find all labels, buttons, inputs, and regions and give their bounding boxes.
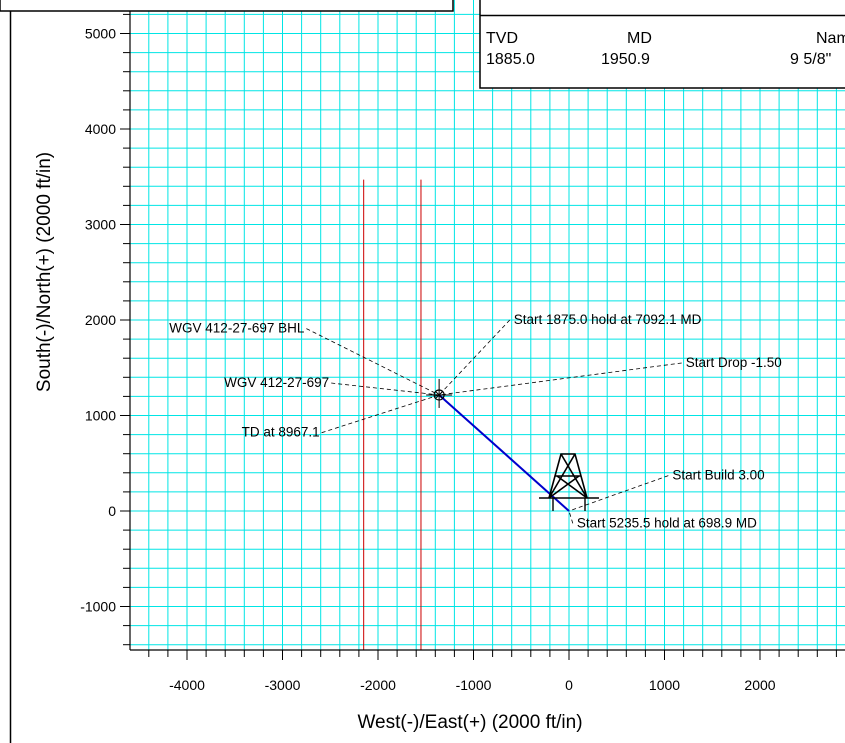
x-tick-label: 1000	[649, 677, 680, 693]
y-ticks: -1000 0 1000 2000 3000 4000 5000	[80, 13, 130, 646]
annotation-label: TD at 8967.1	[242, 425, 320, 440]
annotation-leader	[331, 382, 440, 396]
annotation-label: Start 1875.0 hold at 7092.1 MD	[514, 312, 702, 327]
rig-derrick	[548, 453, 588, 499]
x-ticks: -4000 -3000 -2000 -1000 0 1000 2000	[148, 650, 837, 693]
y-tick-label: -1000	[80, 599, 116, 615]
annotation-leader	[439, 362, 682, 396]
axes	[129, 0, 845, 651]
rig-icon	[539, 453, 599, 511]
x-tick-label: 0	[565, 677, 573, 693]
header-box	[0, 0, 454, 12]
y-tick-label: 4000	[85, 121, 116, 137]
annotation-leader	[321, 394, 440, 434]
casing-value-md: 1950.9	[601, 51, 650, 68]
x-tick-label: -4000	[169, 677, 205, 693]
y-tick-label: 0	[108, 503, 116, 519]
annotation-label: WGV 412-27-697	[224, 375, 329, 390]
annotations: WGV 412-27-697 BHL WGV 412-27-697 TD at 89…	[169, 312, 781, 530]
x-tick-label: -3000	[265, 677, 301, 693]
casing-header-md: MD	[627, 30, 652, 47]
annotation-label: WGV 412-27-697 BHL	[169, 321, 305, 336]
annotation-label: Start 5235.5 hold at 698.9 MD	[577, 515, 757, 530]
y-tick-label: 3000	[85, 217, 116, 233]
lease-lines	[363, 179, 422, 650]
casing-value-tvd: 1885.0	[486, 51, 535, 68]
y-tick-label: 1000	[85, 408, 116, 424]
well-path-line	[438, 394, 570, 512]
casing-table: TVD MD Name 1885.0 1950.9 9 5/8"	[479, 0, 845, 89]
casing-header-name: Name	[816, 30, 845, 47]
casing-value-name: 9 5/8"	[790, 51, 831, 68]
x-axis-title: West(-)/East(+) (2000 ft/in)	[357, 712, 582, 733]
x-tick-label: -2000	[360, 677, 396, 693]
y-tick-label: 2000	[85, 312, 116, 328]
y-axis-title: South(-)/North(+) (2000 ft/in)	[34, 152, 55, 392]
x-tick-label: 2000	[744, 677, 775, 693]
casing-table-frame	[479, 0, 845, 89]
annotation-label: Start Build 3.00	[672, 468, 764, 483]
target-marker	[426, 378, 453, 408]
y-tick-label: 5000	[85, 26, 116, 42]
well-path	[438, 394, 570, 512]
grid	[130, 0, 845, 650]
annotation-leader	[568, 510, 574, 524]
annotation-leader	[306, 328, 440, 396]
casing-header-tvd: TVD	[486, 30, 518, 47]
target-cross-diag	[435, 391, 443, 399]
x-tick-label: -1000	[456, 677, 492, 693]
annotation-leader	[438, 319, 511, 396]
annotation-label: Start Drop -1.50	[686, 355, 782, 370]
